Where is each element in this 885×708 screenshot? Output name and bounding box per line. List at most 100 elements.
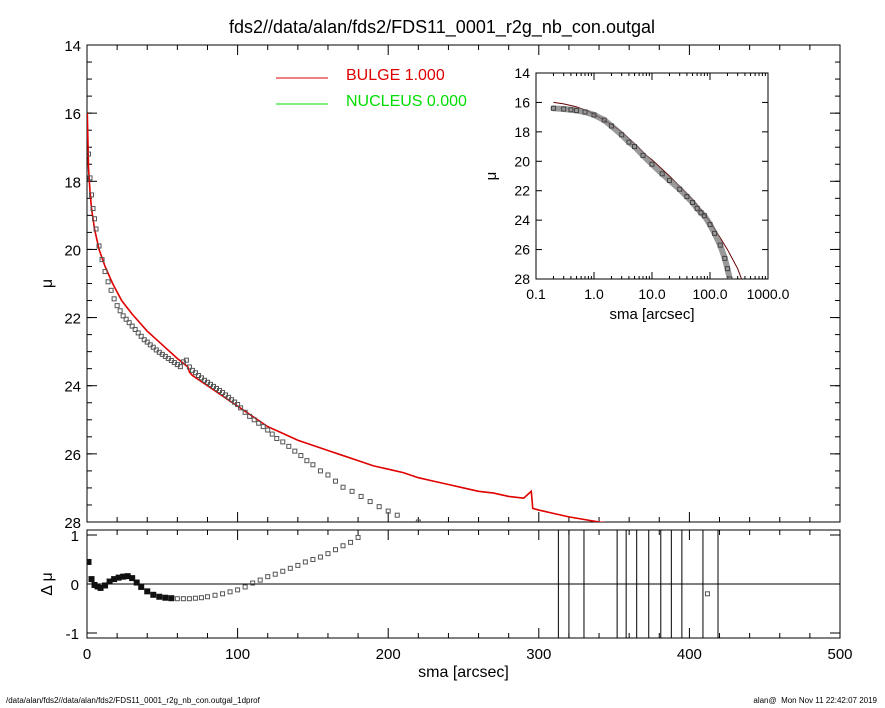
inset-data-point <box>690 199 696 205</box>
profile-data-point <box>102 269 108 275</box>
inset-ytick-label: 18 <box>514 124 530 140</box>
profile-data-point <box>138 333 144 339</box>
profile-data-point <box>358 493 364 499</box>
bulge-model-line <box>87 113 607 522</box>
profile-data-point <box>93 226 99 232</box>
residual-point <box>340 543 346 549</box>
residual-xtick-label: 0 <box>83 646 91 663</box>
profile-data-point <box>238 405 244 411</box>
profile-data-point <box>92 216 98 222</box>
profile-data-point <box>385 508 391 514</box>
profile-data-point <box>129 323 135 329</box>
residual-point <box>186 596 192 602</box>
main-y-axis-label: μ <box>39 279 56 288</box>
residual-point <box>133 579 140 586</box>
inset-data-point <box>574 108 580 114</box>
residual-point <box>310 557 316 562</box>
profile-data-point <box>177 364 183 370</box>
residual-point <box>102 582 109 589</box>
profile-data-point <box>242 409 248 415</box>
inset-data-point <box>694 205 700 211</box>
inset-data-point <box>677 186 683 192</box>
residual-point <box>332 547 338 553</box>
main-series-group <box>87 113 607 522</box>
profile-data-point <box>251 417 257 423</box>
residual-point <box>87 558 92 565</box>
inset-ytick-label: 20 <box>514 153 530 169</box>
residual-point <box>325 551 331 557</box>
inset-data-point <box>608 123 614 129</box>
main-ytick-label: 22 <box>64 311 81 328</box>
residual-point <box>174 596 180 602</box>
main-ytick-label: 14 <box>64 38 81 55</box>
residual-point <box>150 591 157 598</box>
footer-user-timestamp: alan@ Mon Nov 11 22:42:07 2019 <box>753 696 877 705</box>
residual-point <box>129 575 136 582</box>
profile-data-point <box>108 287 114 293</box>
residual-xtick-label: 200 <box>376 646 401 663</box>
inset-data-point <box>707 222 713 228</box>
profile-data-point <box>132 326 138 332</box>
inset-data-point <box>550 105 556 111</box>
residual-point <box>192 595 198 601</box>
profile-data-point <box>310 462 316 468</box>
inset-data-band <box>550 105 733 279</box>
footer-file-path: /data/alan/fds2//data/alan/fds2/FDS11_00… <box>6 696 260 705</box>
inset-xtick-label: 100.0 <box>692 286 727 302</box>
profile-data-point <box>135 330 141 336</box>
profile-data-point <box>376 504 382 510</box>
main-ytick-label: 24 <box>64 379 81 396</box>
inset-xtick-label: 1000.0 <box>747 286 790 302</box>
residual-point <box>355 534 361 540</box>
residual-point <box>168 595 175 602</box>
profile-data-point <box>317 468 323 474</box>
residual-point <box>242 584 248 590</box>
inset-data-point <box>698 210 704 216</box>
residual-xtick-label: 500 <box>827 646 852 663</box>
main-ytick-label: 28 <box>64 515 81 532</box>
inset-data-point <box>601 117 607 123</box>
residual-point <box>250 580 256 586</box>
inset-data-point <box>568 107 574 113</box>
legend-label-bulge: BULGE 1.000 <box>346 67 445 84</box>
residual-xtick-label: 400 <box>677 646 702 663</box>
profile-data-point <box>186 364 192 370</box>
main-ytick-label: 16 <box>64 106 81 123</box>
residual-point <box>280 568 286 574</box>
inset-data-point <box>591 112 597 118</box>
inset-data-point <box>722 255 728 261</box>
residual-point <box>272 571 278 577</box>
residual-point <box>198 595 204 601</box>
profile-data-point <box>247 413 253 419</box>
profile-data-point <box>265 427 271 433</box>
residual-point <box>162 594 169 601</box>
profile-data-point <box>325 472 331 478</box>
inset-data-point <box>666 177 672 183</box>
residual-xtick-label: 300 <box>526 646 551 663</box>
inset-ytick-label: 24 <box>514 212 530 228</box>
profile-data-point <box>117 308 123 314</box>
residual-ytick-label: 0 <box>71 577 79 594</box>
main-ytick-label: 26 <box>64 447 81 464</box>
inset-data-point <box>626 139 632 145</box>
inset-ytick-label: 16 <box>514 94 530 110</box>
profile-data-point <box>274 436 280 442</box>
inset-data-point <box>684 194 690 200</box>
inset-data-point <box>582 109 588 115</box>
inset-data-point <box>727 276 733 279</box>
profile-data-point <box>415 519 421 522</box>
inset-data-point <box>640 152 646 158</box>
residual-point <box>317 554 323 560</box>
profile-data-point <box>269 431 275 437</box>
profile-data-point <box>111 296 117 302</box>
inset-ytick-label: 26 <box>514 242 530 258</box>
profile-data-point <box>332 478 338 484</box>
inset-ytick-label: 14 <box>514 65 530 81</box>
profile-data-point <box>367 499 373 505</box>
inset-series-group <box>550 101 743 279</box>
profile-data-point <box>96 243 102 249</box>
profile-data-point <box>286 443 292 449</box>
residual-point <box>227 589 233 595</box>
residual-point <box>287 565 293 571</box>
residual-xtick-label: 100 <box>225 646 250 663</box>
